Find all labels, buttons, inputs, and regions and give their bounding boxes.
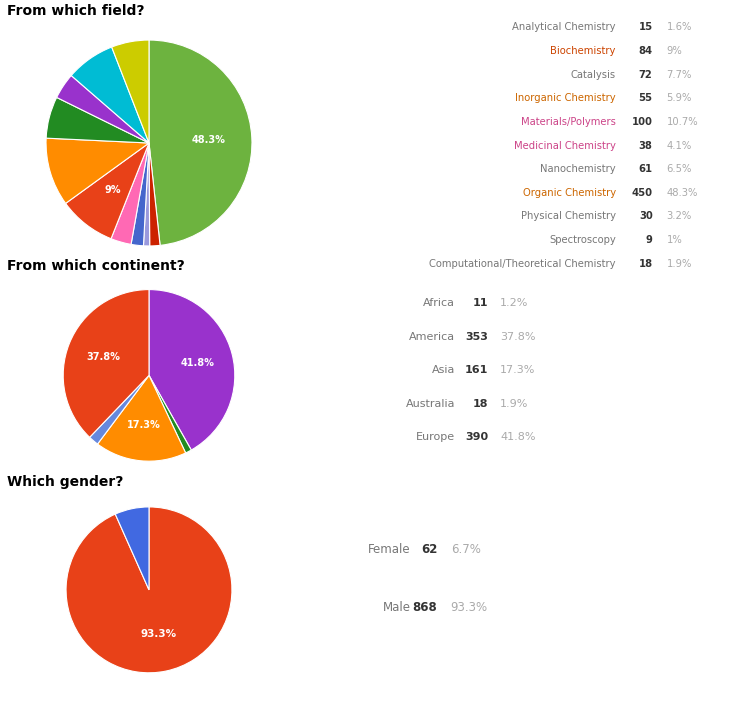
Text: 48.3%: 48.3% bbox=[667, 188, 698, 198]
Wedge shape bbox=[46, 138, 149, 203]
Wedge shape bbox=[46, 97, 149, 143]
Text: 4.1%: 4.1% bbox=[667, 141, 691, 151]
Text: 55: 55 bbox=[638, 94, 653, 104]
Wedge shape bbox=[115, 507, 149, 590]
Text: 38: 38 bbox=[638, 141, 653, 151]
Wedge shape bbox=[149, 40, 252, 245]
Text: 18: 18 bbox=[638, 259, 653, 269]
Wedge shape bbox=[149, 290, 235, 450]
Text: 84: 84 bbox=[638, 46, 653, 56]
Text: Materials/Polymers: Materials/Polymers bbox=[521, 117, 615, 127]
Text: 30: 30 bbox=[639, 212, 653, 222]
Text: 1.2%: 1.2% bbox=[501, 298, 529, 308]
Text: 9: 9 bbox=[646, 235, 653, 245]
Text: Nanochemistry: Nanochemistry bbox=[540, 164, 615, 174]
Text: 868: 868 bbox=[413, 601, 437, 613]
Text: Inorganic Chemistry: Inorganic Chemistry bbox=[515, 94, 615, 104]
Wedge shape bbox=[72, 47, 149, 143]
Wedge shape bbox=[144, 143, 150, 246]
Text: 1.6%: 1.6% bbox=[667, 22, 692, 32]
Text: Analytical Chemistry: Analytical Chemistry bbox=[512, 22, 615, 32]
Text: 10.7%: 10.7% bbox=[667, 117, 698, 127]
Text: 6.7%: 6.7% bbox=[451, 543, 481, 556]
Wedge shape bbox=[66, 507, 232, 673]
Text: 62: 62 bbox=[421, 543, 437, 556]
Text: 353: 353 bbox=[465, 332, 488, 342]
Text: 15: 15 bbox=[638, 22, 653, 32]
Text: 450: 450 bbox=[632, 188, 653, 198]
Text: America: America bbox=[409, 332, 455, 342]
Text: Physical Chemistry: Physical Chemistry bbox=[521, 212, 615, 222]
Text: 48.3%: 48.3% bbox=[191, 135, 226, 144]
Text: 18: 18 bbox=[472, 398, 488, 408]
Text: 17.3%: 17.3% bbox=[501, 365, 536, 375]
Text: 100: 100 bbox=[632, 117, 653, 127]
Text: 7.7%: 7.7% bbox=[667, 69, 692, 79]
Wedge shape bbox=[66, 143, 149, 239]
Text: Female: Female bbox=[368, 543, 410, 556]
Text: 17.3%: 17.3% bbox=[127, 420, 161, 430]
Wedge shape bbox=[149, 143, 160, 246]
Wedge shape bbox=[98, 375, 186, 461]
Wedge shape bbox=[63, 290, 149, 438]
Text: 9%: 9% bbox=[104, 185, 121, 195]
Text: Catalysis: Catalysis bbox=[571, 69, 615, 79]
Text: Computational/Theoretical Chemistry: Computational/Theoretical Chemistry bbox=[429, 259, 615, 269]
Wedge shape bbox=[112, 40, 149, 143]
Text: 41.8%: 41.8% bbox=[180, 358, 214, 368]
Text: Medicinal Chemistry: Medicinal Chemistry bbox=[514, 141, 615, 151]
Text: Australia: Australia bbox=[406, 398, 455, 408]
Text: Organic Chemistry: Organic Chemistry bbox=[522, 188, 615, 198]
Text: 93.3%: 93.3% bbox=[140, 629, 177, 639]
Text: 93.3%: 93.3% bbox=[451, 601, 488, 613]
Text: From which field?: From which field? bbox=[7, 4, 145, 18]
Wedge shape bbox=[149, 375, 191, 453]
Text: From which continent?: From which continent? bbox=[7, 259, 186, 273]
Text: 37.8%: 37.8% bbox=[501, 332, 536, 342]
Text: 41.8%: 41.8% bbox=[501, 432, 536, 442]
Text: 5.9%: 5.9% bbox=[667, 94, 692, 104]
Wedge shape bbox=[131, 143, 149, 246]
Text: 61: 61 bbox=[638, 164, 653, 174]
Text: 1.9%: 1.9% bbox=[667, 259, 692, 269]
Text: Which gender?: Which gender? bbox=[7, 475, 124, 490]
Text: 11: 11 bbox=[472, 298, 488, 308]
Wedge shape bbox=[111, 143, 149, 245]
Text: 3.2%: 3.2% bbox=[667, 212, 691, 222]
Text: Biochemistry: Biochemistry bbox=[551, 46, 615, 56]
Text: Africa: Africa bbox=[423, 298, 455, 308]
Text: 1.9%: 1.9% bbox=[501, 398, 529, 408]
Text: Male: Male bbox=[382, 601, 410, 613]
Text: Asia: Asia bbox=[432, 365, 455, 375]
Wedge shape bbox=[89, 375, 149, 444]
Text: 6.5%: 6.5% bbox=[667, 164, 692, 174]
Text: Europe: Europe bbox=[416, 432, 455, 442]
Text: 9%: 9% bbox=[667, 46, 682, 56]
Text: 37.8%: 37.8% bbox=[86, 352, 120, 362]
Text: 72: 72 bbox=[639, 69, 653, 79]
Text: 1%: 1% bbox=[667, 235, 682, 245]
Text: 161: 161 bbox=[465, 365, 488, 375]
Wedge shape bbox=[57, 76, 149, 143]
Text: 390: 390 bbox=[465, 432, 488, 442]
Text: Spectroscopy: Spectroscopy bbox=[549, 235, 615, 245]
